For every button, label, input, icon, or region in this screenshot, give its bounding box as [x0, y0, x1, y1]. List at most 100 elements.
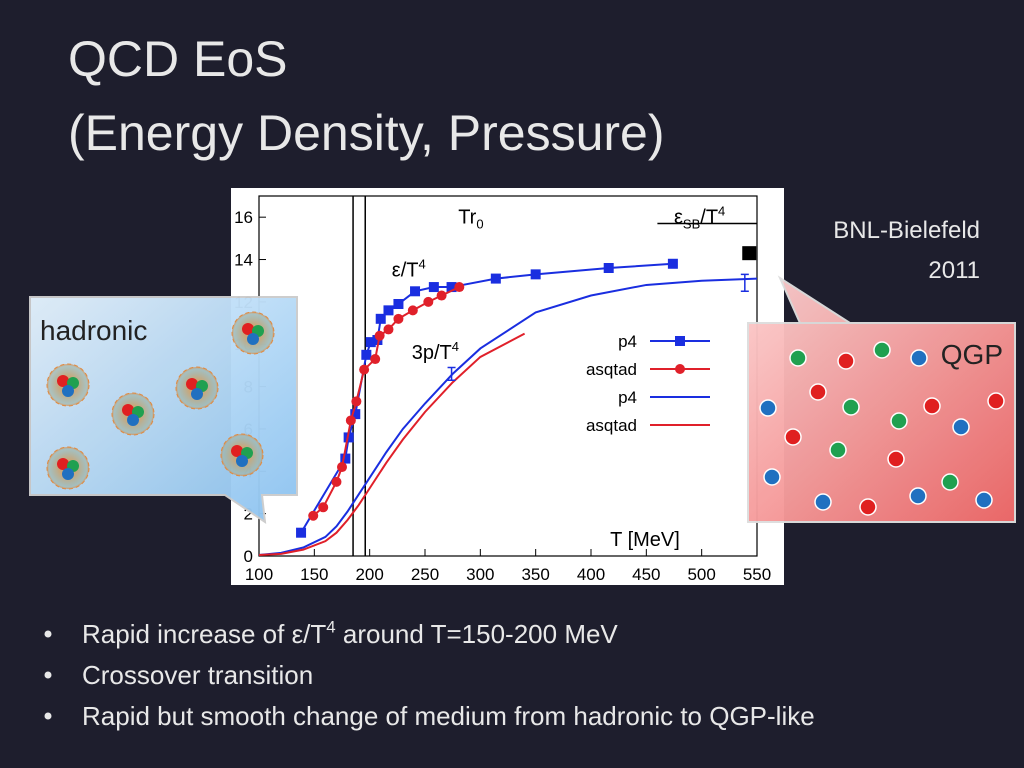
x-tick-label: 400 [577, 565, 605, 584]
quark [842, 398, 860, 416]
y-tick-label: 14 [234, 251, 253, 270]
qgp-callout [747, 275, 1016, 523]
bullet-text: Rapid increase of ε/T4​ around T=150-200… [82, 618, 618, 649]
quark [923, 397, 941, 415]
x-tick-label: 350 [521, 565, 549, 584]
quark [122, 404, 134, 416]
data-point [603, 263, 614, 273]
x-tick-label: 150 [300, 565, 328, 584]
data-point [407, 305, 418, 316]
annotation: ε/T4​ [392, 256, 426, 281]
source: BNL-Bielefeld [833, 217, 980, 244]
quark [236, 455, 248, 467]
quark [242, 323, 254, 335]
text-part: ε/T [292, 619, 327, 649]
quark [57, 458, 69, 470]
legend-label: p4 [618, 388, 637, 407]
quark [975, 491, 993, 509]
data-point [383, 305, 394, 316]
data-point [337, 462, 347, 473]
text-part: 3p/T [412, 342, 452, 364]
quark [62, 468, 74, 480]
data-point [383, 324, 394, 335]
bullet-dot [44, 630, 52, 638]
quark [909, 487, 927, 505]
text-part: 4 [452, 339, 459, 354]
quark [814, 493, 832, 511]
y-tick-label: 0 [244, 547, 253, 566]
x-tick-label: 300 [466, 565, 494, 584]
annotation: εSB​/T4​ [674, 204, 725, 232]
text-part: Tr [458, 207, 476, 229]
title-line: QCD EoS [68, 31, 288, 87]
data-point [374, 330, 385, 341]
text-part: /T [700, 207, 718, 229]
quark [890, 412, 908, 430]
text-part: ε/T [392, 259, 419, 281]
quark [829, 441, 847, 459]
legend-label: p4 [618, 332, 637, 351]
data-point [393, 313, 404, 324]
quark [952, 418, 970, 436]
bullet-text: Rapid but smooth change of medium from h… [82, 701, 815, 731]
quark [784, 428, 802, 446]
text-part: SB [683, 217, 700, 232]
quark [910, 349, 928, 367]
data-point [428, 282, 439, 293]
data-point [308, 510, 319, 521]
quark [941, 473, 959, 491]
x-tick-label: 250 [411, 565, 439, 584]
quark [62, 385, 74, 397]
source-year: 2011 [928, 257, 980, 284]
bullet-text: Crossover transition [82, 660, 313, 690]
text-part: 4 [326, 618, 335, 637]
quark [191, 388, 203, 400]
text-part: ε [674, 207, 683, 229]
sb-point [742, 246, 757, 261]
data-point [345, 415, 356, 426]
quark [873, 341, 891, 359]
error-bar [740, 273, 749, 293]
data-point [423, 296, 434, 307]
series-line [258, 277, 758, 556]
legend-marker [675, 336, 685, 346]
quark [859, 498, 877, 516]
chart-background [231, 188, 784, 585]
bullets: Rapid increase of ε/T4​ around T=150-200… [44, 618, 815, 731]
quark [763, 468, 781, 486]
x-tick-label: 450 [632, 565, 660, 584]
series-line [258, 332, 526, 556]
x-tick-label: 100 [245, 565, 273, 584]
quark [127, 414, 139, 426]
text-part: 4 [419, 256, 426, 271]
data-point [340, 453, 351, 464]
data-point [375, 313, 386, 324]
data-point [410, 286, 421, 297]
data-point [370, 354, 381, 365]
text-part: around T=150-200 MeV [336, 619, 619, 649]
text-part: 4 [718, 204, 725, 219]
qgp-label: QGP [941, 339, 1003, 370]
text-part: Rapid increase of [82, 619, 292, 649]
callouts: hadronic QGP [29, 275, 1016, 525]
legend-label: asqtad [586, 360, 637, 379]
title-line: (Energy Density, Pressure) [68, 105, 664, 161]
data-point [530, 269, 541, 280]
error-bar [447, 366, 456, 381]
data-point [667, 258, 678, 269]
x-tick-label: 200 [355, 565, 383, 584]
quark [887, 450, 905, 468]
data-point [296, 527, 307, 538]
x-axis-label: T [MeV] [610, 529, 680, 551]
quark [837, 352, 855, 370]
data-point [393, 299, 404, 309]
data-point [318, 502, 329, 513]
data-point [365, 337, 376, 348]
text-part: Rapid but smooth change of medium from h… [82, 701, 815, 731]
y-tick-label: 2 [244, 505, 253, 524]
y-tick-label: 16 [234, 208, 253, 227]
data-point [454, 282, 465, 293]
legend-label: asqtad [586, 416, 637, 435]
data-point [351, 396, 362, 407]
data-point [350, 409, 361, 420]
